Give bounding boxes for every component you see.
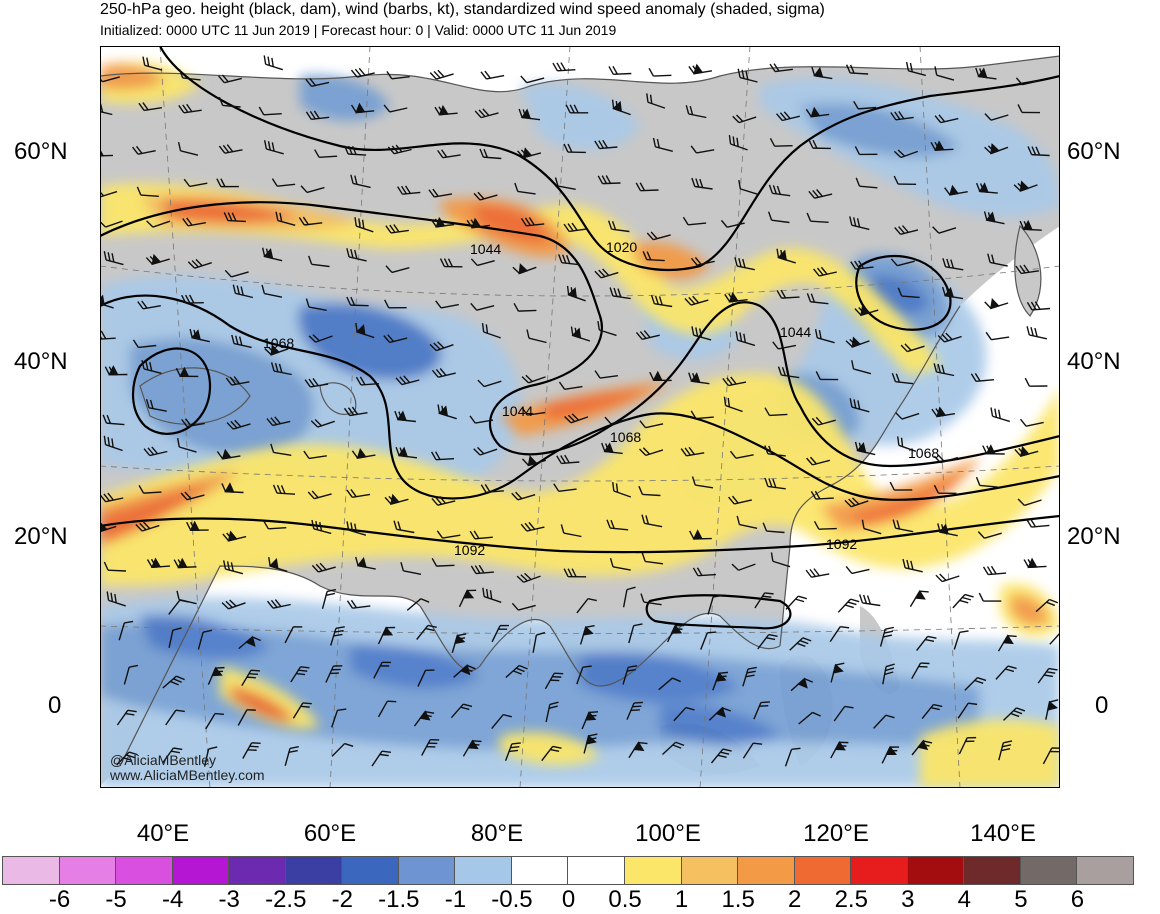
lat-label-40n-right: 40°N (1067, 348, 1157, 376)
colorbar-swatch (454, 856, 512, 885)
contour-label: 1044 (780, 324, 811, 340)
colorbar-label: 2 (788, 886, 801, 914)
colorbar-label: 3 (901, 886, 914, 914)
lon-label-140e: 140°E (970, 820, 1036, 848)
colorbar-label: 4 (958, 886, 971, 914)
colorbar-swatch (850, 856, 908, 885)
colorbar-swatch (398, 856, 456, 885)
colorbar-swatch (1020, 856, 1078, 885)
colorbar-label: 2.5 (835, 886, 868, 914)
lon-label-120e: 120°E (803, 820, 869, 848)
colorbar (3, 856, 1134, 885)
colorbar-swatch (285, 856, 343, 885)
colorbar-swatch (511, 856, 569, 885)
weather-map: 1068 1044 1020 1044 1044 1068 1068 1092 … (100, 46, 1060, 788)
colorbar-label: 5 (1014, 886, 1027, 914)
colorbar-swatch (115, 856, 173, 885)
colorbar-label: -3 (219, 886, 240, 914)
colorbar-swatch (737, 856, 795, 885)
colorbar-swatch (567, 856, 625, 885)
lat-label-40n-left: 40°N (14, 348, 94, 376)
colorbar-swatch (1076, 856, 1134, 885)
colorbar-swatch (59, 856, 117, 885)
colorbar-label: 6 (1071, 886, 1084, 914)
map-title: 250-hPa geo. height (black, dam), wind (… (100, 1, 825, 19)
lat-label-0-left: 0 (48, 692, 128, 720)
lon-label-100e: 100°E (635, 820, 701, 848)
colorbar-swatch (681, 856, 739, 885)
map-subtitle: Initialized: 0000 UTC 11 Jun 2019 | Fore… (100, 22, 616, 38)
lat-label-20n-left: 20°N (14, 523, 94, 551)
colorbar-label: 0.5 (608, 886, 641, 914)
lon-label-40e: 40°E (137, 820, 189, 848)
colorbar-swatch (794, 856, 852, 885)
colorbar-swatch (172, 856, 230, 885)
colorbar-label: -1.5 (378, 886, 419, 914)
colorbar-label: 0 (562, 886, 575, 914)
lat-label-60n-left: 60°N (14, 138, 94, 166)
colorbar-swatch (341, 856, 399, 885)
contour-label: 1044 (470, 241, 501, 257)
contour-label: 1068 (610, 429, 641, 445)
colorbar-swatch (907, 856, 965, 885)
lat-label-0-right: 0 (1095, 692, 1160, 720)
lon-label-60e: 60°E (304, 820, 356, 848)
colorbar-swatch (624, 856, 682, 885)
colorbar-label: -2 (332, 886, 353, 914)
lat-label-20n-right: 20°N (1067, 523, 1157, 551)
contour-label: 1092 (826, 536, 857, 552)
lat-label-60n-right: 60°N (1067, 138, 1157, 166)
colorbar-swatch (228, 856, 286, 885)
contour-label: 1068 (263, 335, 294, 351)
colorbar-labels: -6 -5 -4 -3 -2.5 -2 -1.5 -1 -0.5 0 0.5 1 1.5 2 2.5 3 4 5 6 (0, 886, 1160, 914)
colorbar-label: -5 (105, 886, 126, 914)
credit-handle: @AliciaMBentley (110, 752, 216, 768)
contour-label: 1068 (908, 445, 939, 461)
credit-site: www.AliciaMBentley.com (110, 767, 265, 783)
contour-label: 1092 (454, 542, 485, 558)
contour-label: 1044 (502, 403, 533, 419)
contour-label: 1020 (606, 239, 637, 255)
colorbar-label: -2.5 (265, 886, 306, 914)
colorbar-label: 1.5 (721, 886, 754, 914)
colorbar-label: -1 (445, 886, 466, 914)
colorbar-swatch (963, 856, 1021, 885)
colorbar-label: -0.5 (491, 886, 532, 914)
lon-label-80e: 80°E (471, 820, 523, 848)
colorbar-swatch (2, 856, 60, 885)
colorbar-label: -6 (49, 886, 70, 914)
colorbar-label: -4 (162, 886, 183, 914)
colorbar-label: 1 (675, 886, 688, 914)
